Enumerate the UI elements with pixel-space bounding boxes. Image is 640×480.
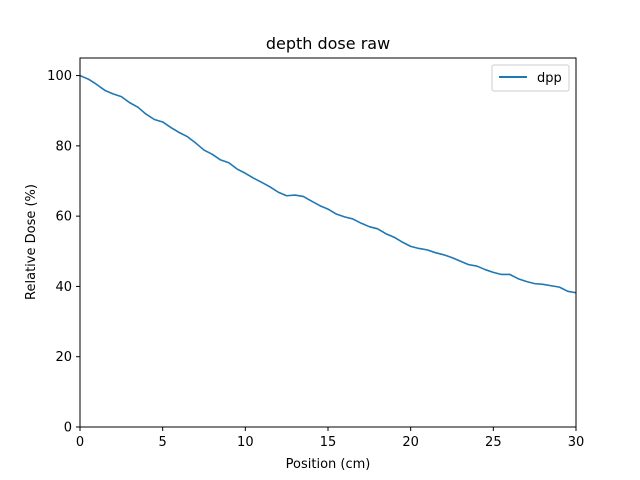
legend-label-dpp: dpp [537,71,562,86]
x-axis-label: Position (cm) [286,457,371,472]
series-line-dpp [79,74,577,294]
y-tick-label: 60 [55,210,72,225]
x-tick-label: 0 [76,435,84,450]
x-tick-label: 10 [237,435,254,450]
y-tick-label: 100 [47,69,72,84]
x-axis-ticks: 0 5 10 15 20 25 30 [76,427,584,450]
x-tick-label: 20 [402,435,419,450]
y-tick-label: 80 [55,139,72,154]
x-tick-label: 30 [568,435,585,450]
plot-area-frame [79,57,577,428]
y-tick-label: 40 [55,280,72,295]
y-axis-label: Relative Dose (%) [24,184,39,300]
y-tick-label: 20 [55,350,72,365]
legend: dpp [491,64,570,92]
chart-title: depth dose raw [266,34,390,53]
x-tick-label: 25 [485,435,502,450]
y-axis-ticks: 0 20 40 60 80 100 [47,69,80,436]
series-layer [79,74,577,294]
x-tick-label: 15 [320,435,337,450]
x-tick-label: 5 [159,435,167,450]
y-tick-label: 0 [64,421,72,436]
legend-frame [491,64,570,92]
